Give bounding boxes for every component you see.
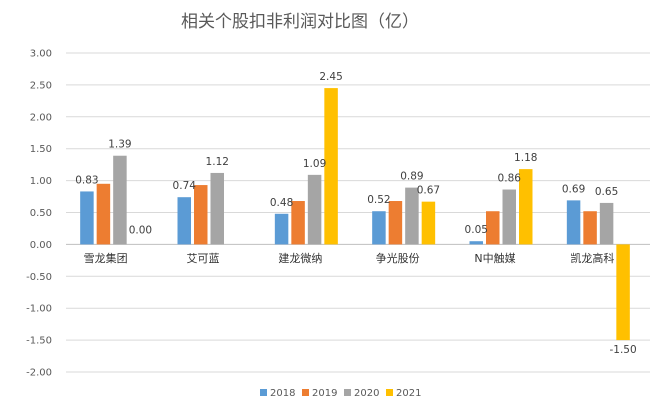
bar-2018 — [80, 191, 94, 245]
y-tick-label: 2.00 — [30, 112, 52, 123]
y-tick-label: 3.00 — [30, 49, 52, 60]
data-label: -1.50 — [609, 344, 636, 356]
data-label: 0.69 — [562, 183, 585, 195]
bar-2019 — [96, 183, 111, 245]
legend-swatch — [386, 389, 393, 396]
legend-label: 2021 — [396, 388, 421, 399]
bar-2018 — [469, 241, 483, 245]
bar-2020 — [113, 155, 127, 245]
data-label: 1.39 — [108, 139, 131, 151]
bar-2020 — [210, 172, 224, 245]
legend-swatch — [302, 389, 309, 396]
y-tick-label: 0.00 — [30, 240, 52, 251]
y-tick-label: -1.50 — [26, 336, 52, 347]
bar-2018 — [177, 197, 191, 245]
bar-2018 — [274, 213, 289, 245]
category-label: N中触媒 — [474, 251, 515, 265]
data-label: 0.86 — [498, 173, 522, 185]
y-tick-label: -1.00 — [26, 304, 52, 315]
legend-swatch — [344, 389, 351, 396]
y-tick-label: 2.50 — [30, 80, 52, 91]
bar-2021 — [324, 88, 338, 245]
data-label: 0.00 — [129, 224, 152, 236]
y-tick-label: -2.00 — [26, 368, 52, 379]
legend-label: 2019 — [312, 388, 337, 399]
y-tick-label: -0.50 — [26, 272, 52, 283]
data-label: 1.09 — [303, 158, 326, 170]
y-tick-label: 1.00 — [30, 176, 52, 187]
bar-2020 — [405, 187, 419, 245]
data-label: 0.83 — [75, 174, 98, 186]
data-label: 0.52 — [367, 194, 390, 206]
bar-2020 — [307, 174, 322, 245]
category-label: 争光股份 — [376, 251, 420, 265]
data-label: 0.65 — [595, 186, 618, 198]
bar-2019 — [486, 211, 500, 245]
category-label: 雪龙集团 — [84, 251, 128, 265]
data-label: 1.12 — [206, 156, 229, 168]
data-label: 0.48 — [270, 197, 293, 209]
data-label: 0.05 — [465, 224, 488, 236]
data-label: 0.67 — [417, 185, 440, 197]
bar-2019 — [291, 201, 305, 245]
bar-2019 — [583, 211, 597, 245]
y-tick-label: 0.50 — [30, 208, 52, 219]
bar-2019 — [388, 201, 403, 245]
legend-label: 2020 — [354, 388, 379, 399]
category-label: 凯龙高科 — [570, 251, 614, 265]
data-label: 0.74 — [173, 180, 197, 192]
bar-2021 — [519, 169, 533, 245]
y-tick-label: 1.50 — [30, 144, 52, 155]
legend-label: 2018 — [270, 388, 295, 399]
bar-2019 — [194, 185, 208, 245]
data-label: 2.45 — [319, 71, 342, 83]
bar-2018 — [372, 211, 386, 245]
data-label: 0.89 — [400, 171, 423, 183]
bar-2021 — [421, 201, 436, 245]
category-label: 艾可蓝 — [187, 252, 220, 265]
legend-swatch — [260, 389, 267, 396]
chart-title: 相关个股扣非利润对比图（亿） — [181, 12, 419, 32]
bar-2021 — [616, 244, 630, 341]
category-label: 建龙微纳 — [278, 251, 322, 265]
bar-2020 — [502, 189, 516, 245]
bar-2018 — [566, 200, 581, 245]
data-label: 1.18 — [514, 152, 537, 164]
bar-2020 — [599, 202, 614, 245]
